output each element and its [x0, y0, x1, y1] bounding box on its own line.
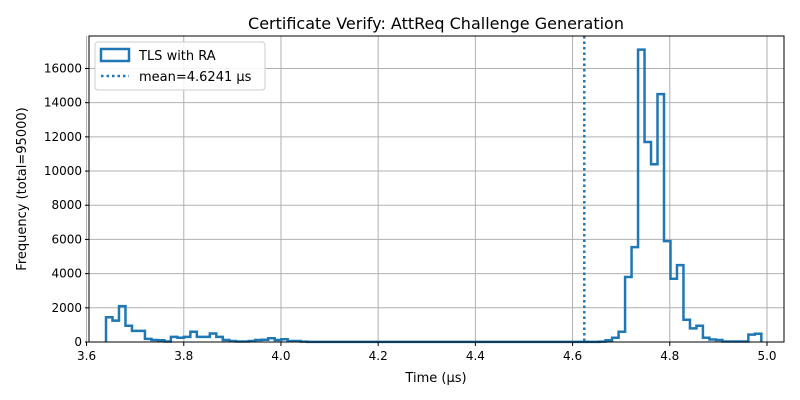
x-tick-label: 3.8	[174, 349, 193, 363]
y-tick-label: 14000	[44, 96, 82, 110]
histogram-bars	[104, 48, 763, 344]
chart-title: Certificate Verify: AttReq Challenge Gen…	[248, 14, 624, 33]
x-tick-label: 4.0	[271, 349, 290, 363]
y-tick-label: 4000	[51, 267, 82, 281]
x-tick-label: 4.8	[660, 349, 679, 363]
legend-swatch-hist	[99, 47, 131, 63]
x-tick-label: 4.4	[466, 349, 485, 363]
y-tick-label: 8000	[51, 198, 82, 212]
legend: TLS with RA mean=4.6241 µs	[94, 41, 266, 91]
x-tick-label: 4.2	[369, 349, 388, 363]
y-tick-label: 10000	[44, 164, 82, 178]
y-tick-label: 16000	[44, 61, 82, 75]
y-tick-label: 2000	[51, 301, 82, 315]
x-axis-ticks: 3.6 3.8 4.0 4.2 4.4 4.6 4.8 5.0	[77, 342, 777, 363]
x-tick-label: 3.6	[77, 349, 96, 363]
y-axis-ticks: 0 2000 4000 6000 8000 10000 12000 14000 16000	[44, 61, 89, 349]
grid-lines	[86, 36, 784, 343]
legend-mean-label: mean=4.6241 µs	[139, 70, 252, 85]
histogram-outline	[104, 48, 763, 344]
y-tick-label: 6000	[51, 232, 82, 246]
y-tick-label: 12000	[44, 130, 82, 144]
plot-frame	[88, 35, 785, 343]
x-axis-label: Time (µs)	[404, 371, 466, 386]
x-tick-label: 5.0	[757, 349, 776, 363]
x-tick-label: 4.6	[563, 349, 582, 363]
y-tick-label: 0	[74, 335, 82, 349]
legend-series-label: TLS with RA	[138, 49, 216, 64]
legend-box	[94, 41, 266, 91]
y-axis-label: Frequency (total=95000)	[15, 107, 30, 270]
